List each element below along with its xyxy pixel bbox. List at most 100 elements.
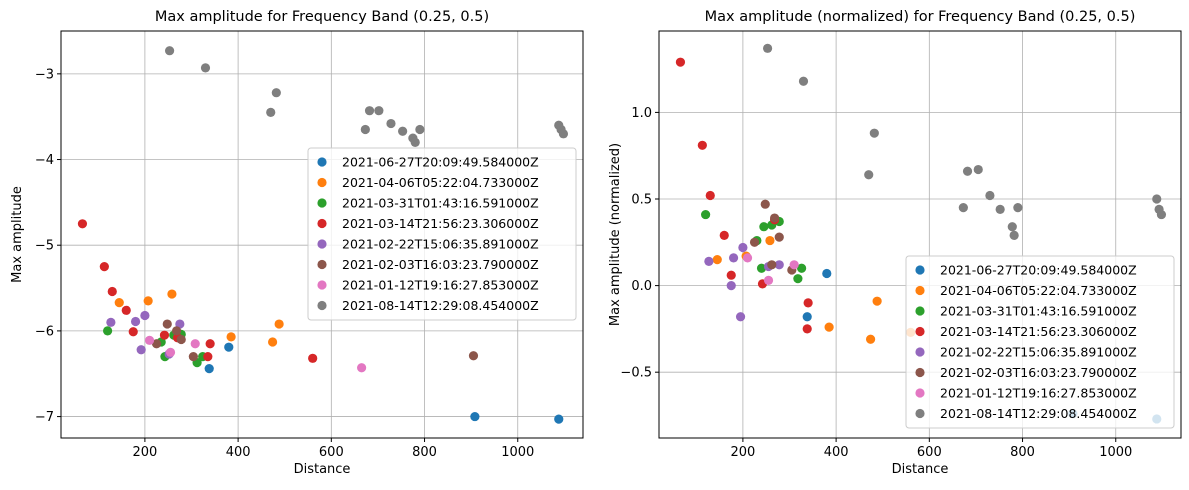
legend-box bbox=[307, 147, 577, 321]
data-point bbox=[106, 317, 116, 327]
data-point bbox=[864, 170, 874, 180]
data-point bbox=[958, 203, 968, 213]
data-point bbox=[769, 213, 780, 223]
data-point bbox=[386, 118, 396, 129]
legend-marker bbox=[317, 218, 327, 229]
data-point bbox=[271, 88, 281, 98]
data-point bbox=[1007, 222, 1017, 232]
data-point bbox=[360, 124, 370, 135]
data-point bbox=[144, 335, 155, 345]
data-point bbox=[765, 235, 775, 246]
x-tick-label: 400 bbox=[824, 445, 849, 460]
data-point bbox=[822, 268, 832, 279]
data-point bbox=[188, 352, 198, 362]
data-point bbox=[364, 106, 375, 116]
data-point bbox=[151, 339, 162, 349]
legend-label: 2021-02-03T16:03:23.790000Z bbox=[342, 257, 539, 272]
data-point bbox=[190, 339, 200, 349]
y-tick-label: −6 bbox=[35, 324, 54, 339]
data-point bbox=[468, 351, 479, 361]
data-point bbox=[175, 319, 185, 329]
legend-marker bbox=[915, 306, 925, 316]
y-tick-label: −5 bbox=[35, 239, 54, 254]
x-tick-label: 200 bbox=[730, 445, 755, 460]
data-point bbox=[701, 209, 711, 220]
chart-title: Max amplitude (normalized) for Frequency… bbox=[705, 9, 1136, 25]
data-point bbox=[140, 310, 150, 321]
legend-marker bbox=[915, 285, 925, 296]
data-point bbox=[995, 204, 1005, 214]
data-point bbox=[675, 57, 686, 67]
data-point bbox=[749, 237, 760, 247]
data-point bbox=[398, 126, 408, 136]
data-point bbox=[760, 199, 770, 209]
legend-label: 2021-03-31T01:43:16.591000Z bbox=[940, 304, 1137, 319]
y-axis-label: Max amplitude bbox=[10, 186, 25, 283]
data-point bbox=[719, 230, 729, 240]
data-point bbox=[1013, 203, 1023, 213]
x-tick-label: 800 bbox=[1010, 445, 1035, 460]
data-point bbox=[103, 326, 113, 336]
data-point bbox=[798, 76, 809, 86]
legend-label: 2021-02-03T16:03:23.790000Z bbox=[940, 365, 1137, 380]
data-point bbox=[266, 107, 276, 117]
data-point bbox=[128, 327, 138, 337]
data-point bbox=[164, 46, 175, 56]
data-point bbox=[726, 280, 736, 291]
data-point bbox=[726, 270, 736, 280]
data-point bbox=[1009, 230, 1019, 240]
data-point bbox=[274, 319, 284, 329]
x-tick-label: 1000 bbox=[501, 445, 534, 460]
legend-label: 2021-02-22T15:06:35.891000Z bbox=[940, 345, 1137, 360]
data-point bbox=[797, 263, 807, 273]
y-tick-label: 1.0 bbox=[631, 106, 652, 121]
legend-label: 2021-08-14T12:29:08.454000Z bbox=[342, 298, 539, 313]
legend-marker bbox=[915, 408, 925, 419]
data-point bbox=[165, 347, 176, 357]
legend-marker bbox=[915, 388, 925, 398]
legend-label: 2021-01-12T19:16:27.853000Z bbox=[940, 386, 1137, 401]
chart-title: Max amplitude for Frequency Band (0.25, … bbox=[155, 9, 489, 25]
data-point bbox=[865, 334, 876, 344]
data-point bbox=[176, 334, 186, 345]
data-point bbox=[767, 260, 777, 270]
x-tick-label: 1000 bbox=[1099, 445, 1132, 460]
legend-marker bbox=[317, 280, 327, 290]
data-point bbox=[756, 263, 767, 273]
data-point bbox=[738, 242, 748, 253]
data-point bbox=[107, 286, 117, 297]
legend-marker bbox=[317, 239, 327, 249]
data-point bbox=[224, 342, 234, 352]
legend-box bbox=[905, 255, 1175, 429]
data-point bbox=[762, 43, 773, 53]
data-point bbox=[742, 253, 753, 263]
data-point bbox=[99, 262, 109, 272]
data-point bbox=[735, 312, 746, 322]
data-point bbox=[205, 339, 215, 349]
x-tick-label: 400 bbox=[226, 445, 251, 460]
data-point bbox=[962, 166, 973, 176]
data-point bbox=[415, 124, 425, 135]
data-point bbox=[470, 411, 480, 422]
legend-label: 2021-03-14T21:56:23.306000Z bbox=[342, 216, 539, 231]
data-point bbox=[121, 305, 131, 315]
data-point bbox=[802, 312, 812, 322]
legend-label: 2021-03-31T01:43:16.591000Z bbox=[342, 196, 539, 211]
data-point bbox=[136, 345, 146, 355]
data-point bbox=[789, 260, 799, 270]
legend-label: 2021-08-14T12:29:08.454000Z bbox=[940, 406, 1137, 421]
data-point bbox=[697, 140, 707, 150]
data-point bbox=[985, 190, 995, 201]
legend-label: 2021-03-14T21:56:23.306000Z bbox=[940, 324, 1137, 339]
data-point bbox=[374, 106, 384, 116]
x-tick-label: 600 bbox=[319, 445, 344, 460]
legend-marker bbox=[317, 259, 327, 270]
legend-marker bbox=[915, 367, 925, 378]
legend-marker bbox=[915, 326, 925, 337]
right-scatter-chart: 200 400 600 800 1000 −0.5 0.0 0.5 1.0 Max amplitu… bbox=[608, 9, 1182, 477]
legend-label: 2021-01-12T19:16:27.853000Z bbox=[342, 278, 539, 293]
data-point bbox=[712, 255, 722, 265]
legend-marker bbox=[915, 347, 925, 357]
x-axis-label: Distance bbox=[892, 462, 949, 477]
